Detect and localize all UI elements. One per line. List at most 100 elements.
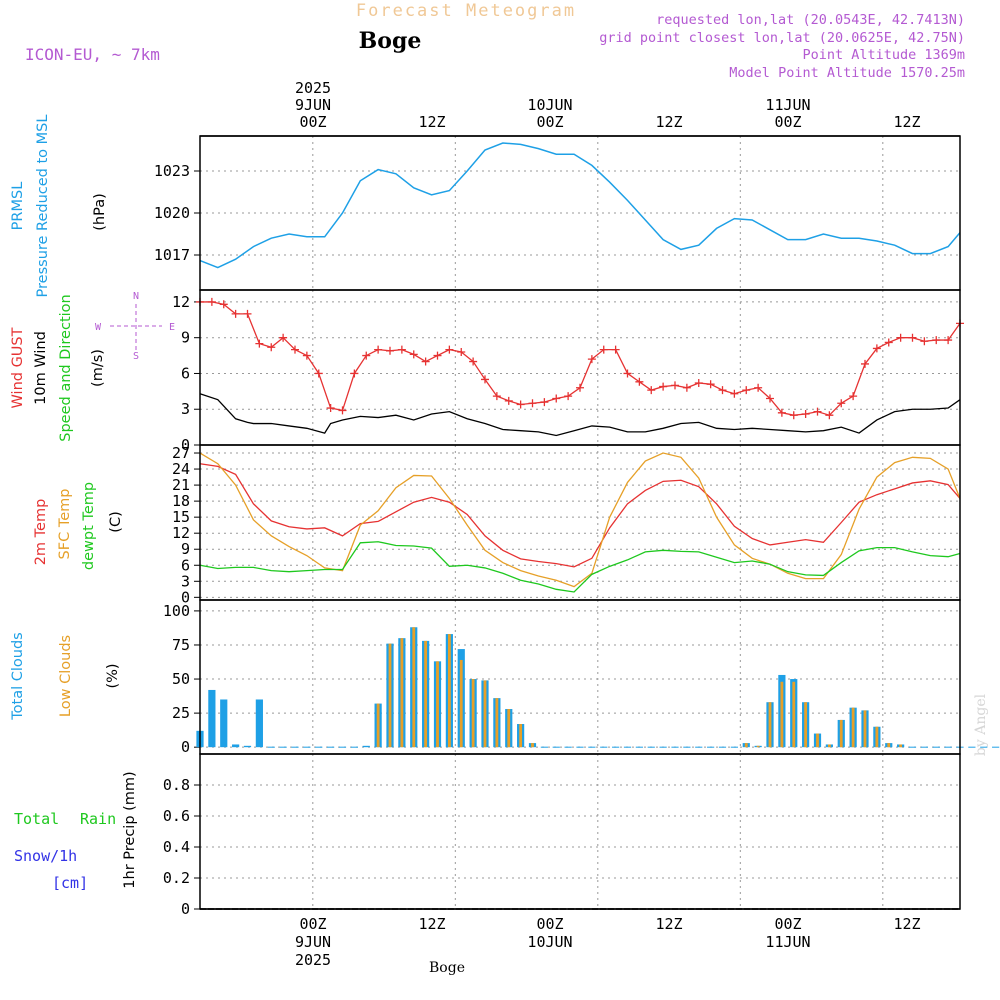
- top-day-label-3: 11JUN: [765, 96, 810, 114]
- wind-gust-marker: [528, 399, 537, 408]
- wind-gust-marker: [611, 345, 620, 354]
- total-clouds-bar: [220, 699, 228, 748]
- wind-gust-marker: [587, 355, 596, 364]
- temp-unit-label: (C): [108, 511, 124, 532]
- total-clouds-bar: [267, 746, 275, 748]
- panel-frame-3: [199, 444, 961, 601]
- y-tick-label: 3: [181, 400, 190, 418]
- low-clouds-bar: [447, 634, 451, 748]
- bottom-tick-label-5: 00Z: [774, 915, 801, 933]
- total-clouds-bar: [659, 746, 667, 748]
- wind-gust-marker: [837, 399, 846, 408]
- y-tick-label: 50: [172, 670, 190, 688]
- temp-sfc-label: SFC Temp: [57, 489, 73, 560]
- wind-gust-marker: [706, 380, 715, 389]
- total-rain-label-1: Total: [14, 810, 59, 828]
- plot-layer: 1017102010230369120369121518212427025507…: [154, 135, 1000, 918]
- low-clouds-bar: [471, 679, 475, 748]
- wind-gust-marker: [872, 344, 881, 353]
- low-clouds-bar: [424, 640, 428, 748]
- wind-gust-marker: [409, 350, 418, 359]
- pressure-label-prmsl: PRMSL: [10, 182, 26, 231]
- wind-gust-marker: [813, 407, 822, 416]
- y-tick-label: 12: [172, 293, 190, 311]
- wind-gust-marker: [481, 375, 489, 384]
- low-clouds-bar: [839, 719, 843, 748]
- top-year-label: 2025: [295, 79, 331, 97]
- total-rain-label-2: Rain: [80, 810, 116, 828]
- wind-gust-marker: [766, 394, 774, 403]
- watermark: by Angel: [973, 693, 989, 756]
- low-clouds-bar: [459, 659, 463, 748]
- wind-gust-marker: [908, 333, 917, 342]
- wind-gust-marker: [754, 383, 763, 392]
- wind-10m-line: [199, 393, 961, 437]
- top-tick-label-3: 00Z: [536, 113, 563, 131]
- low-clouds-bar: [827, 744, 831, 748]
- requested-lonlat: requested lon,lat (20.0543E, 42.7413N): [656, 12, 965, 28]
- total-clouds-bar: [243, 745, 252, 748]
- compass-west: W: [95, 322, 102, 333]
- total-clouds-bar: [635, 746, 643, 748]
- total-clouds-bar: [552, 746, 560, 748]
- wind-gust-marker: [564, 392, 573, 401]
- wind-gust-marker: [326, 404, 335, 413]
- total-clouds-bar: [718, 746, 727, 748]
- low-clouds-bar: [531, 743, 534, 748]
- wind-gust-marker: [445, 345, 454, 354]
- wind-gust-marker: [944, 336, 953, 345]
- panel-frame-4: [199, 599, 961, 755]
- wind-gust-marker: [279, 333, 288, 342]
- y-tick-label: 15: [172, 508, 190, 526]
- wind-gust-marker: [730, 389, 739, 398]
- temp-2m-line: [199, 463, 961, 568]
- y-tick-label: 0: [181, 436, 190, 454]
- top-tick-label-2: 12Z: [418, 113, 445, 131]
- wind-gust-marker: [516, 400, 525, 409]
- wind-10m-label: 10m Wind: [33, 331, 49, 405]
- y-tick-label: 1020: [154, 204, 190, 222]
- bottom-day-label-3: 11JUN: [765, 933, 810, 951]
- y-tick-label: 100: [163, 602, 190, 620]
- chart-title: Forecast Meteogram: [356, 1, 576, 21]
- y-tick-label: 6: [181, 364, 190, 382]
- y-tick-label: 21: [172, 476, 190, 494]
- location-title: Boge: [359, 28, 422, 54]
- wind-gust-marker: [207, 297, 216, 306]
- wind-gust-marker: [599, 345, 608, 354]
- top-tick-label-6: 12Z: [893, 113, 920, 131]
- y-tick-label: 0.4: [163, 838, 190, 856]
- y-tick-label: 0.8: [163, 776, 190, 794]
- wind-gust-marker: [314, 369, 323, 378]
- low-clouds-bar: [780, 681, 784, 748]
- wind-gust-marker: [397, 345, 406, 354]
- wind-gust-marker: [682, 383, 691, 392]
- total-clouds-bar: [208, 689, 216, 748]
- bottom-tick-label-2: 12Z: [418, 915, 445, 933]
- total-clouds-bar: [600, 746, 608, 748]
- y-tick-label: 0.6: [163, 807, 190, 825]
- total-clouds-bar: [362, 745, 370, 748]
- wind-gust-marker: [267, 343, 276, 352]
- compass-rose: N W E S: [95, 291, 175, 362]
- wind-gust-label: Wind GUST: [10, 327, 26, 408]
- total-clouds-bar: [232, 744, 240, 748]
- clouds-unit-label: (%): [105, 663, 121, 688]
- total-clouds-bar: [623, 746, 632, 748]
- low-clouds-bar: [899, 744, 903, 748]
- y-tick-label: 25: [172, 704, 190, 722]
- compass-east: E: [169, 322, 175, 333]
- wind-gust-marker: [659, 382, 668, 391]
- top-tick-label-1: 00Z: [299, 113, 326, 131]
- wind-unit-label: (m/s): [90, 349, 106, 387]
- y-tick-label: 0: [181, 588, 190, 606]
- total-clouds-bar: [279, 746, 287, 748]
- wind-gust-marker: [694, 379, 703, 387]
- model-label: ICON-EU, ~ 7km: [25, 45, 160, 64]
- total-clouds-bar: [932, 746, 940, 748]
- low-clouds-bar: [436, 661, 439, 748]
- y-tick-label: 1017: [154, 246, 190, 264]
- wind-gust-marker: [896, 333, 905, 342]
- total-clouds-bar: [908, 746, 917, 748]
- wind-gust-marker: [849, 392, 858, 401]
